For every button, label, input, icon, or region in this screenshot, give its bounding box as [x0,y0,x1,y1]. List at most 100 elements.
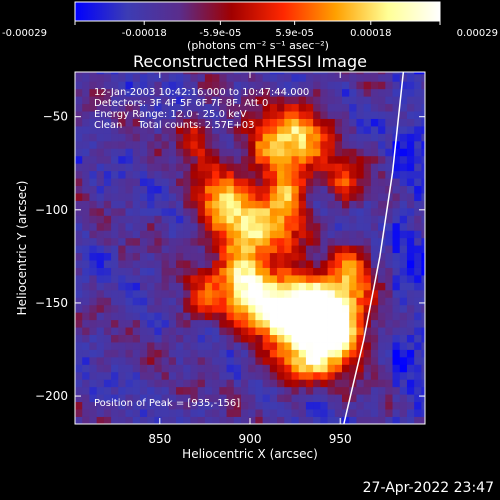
heatmap-cell [370,200,379,209]
heatmap-cell [240,200,249,209]
heatmap-cell [356,73,365,82]
heatmap-cell [363,170,372,179]
heatmap-cell [255,81,264,90]
heatmap-cell [96,312,105,321]
heatmap-cell [313,133,321,142]
heatmap-cell [406,155,415,164]
heatmap-cell [139,386,148,395]
heatmap-cell [269,178,278,187]
heatmap-cell [342,207,350,216]
heatmap-cell [421,140,425,149]
heatmap-cell [363,155,372,164]
heatmap-cell [89,260,98,268]
heatmap-cell [255,319,264,328]
heatmap-cell [262,148,271,157]
heatmap-cell [313,275,321,283]
heatmap-cell [406,334,415,343]
heatmap-cell [320,416,328,424]
heatmap-cell [248,222,256,231]
heatmap-cell [399,193,408,201]
heatmap-cell [226,394,235,403]
heatmap-cell [190,356,199,365]
heatmap-cell [96,282,105,291]
heatmap-cell [313,334,321,343]
heatmap-cell [277,275,285,283]
heatmap-cell [82,215,90,224]
heatmap-cell [248,297,256,306]
heatmap-cell [406,163,415,172]
heatmap-cell [255,118,264,127]
heatmap-cell [334,237,343,246]
heatmap-cell [139,275,148,283]
heatmap-cell [197,349,206,358]
heatmap-cell [298,73,307,82]
heatmap-cell [414,215,422,224]
heatmap-cell [385,319,393,328]
heatmap-cell [363,73,372,82]
heatmap-cell [103,140,112,149]
heatmap-cell [269,185,278,194]
heatmap-cell [378,96,386,105]
heatmap-cell [168,111,177,119]
heatmap-cell [103,319,112,328]
heatmap-cell [392,342,401,350]
heatmap-cell [255,73,264,82]
heatmap-cell [356,356,365,365]
heatmap-cell [82,275,90,283]
heatmap-cell [204,126,213,134]
heatmap-cell [197,252,206,261]
heatmap-cell [183,103,191,112]
heatmap-cell [255,148,264,157]
heatmap-cell [139,282,148,291]
solar-limb-line [343,72,405,424]
heatmap-cell [197,327,206,336]
heatmap-cell [233,185,242,194]
heatmap-cell [334,364,343,373]
heatmap-cell [168,349,177,358]
heatmap-cell [277,185,285,194]
heatmap-cell [284,394,292,403]
heatmap-cell [111,394,119,403]
heatmap-cell [342,260,350,268]
heatmap-cell [284,282,292,291]
heatmap-cell [118,289,126,298]
heatmap-cell [248,126,256,134]
heatmap-cell [277,193,285,201]
heatmap-cell [226,245,235,254]
heatmap-cell [82,88,90,97]
heatmap-cell [269,140,278,149]
heatmap-cell [370,81,379,90]
heatmap-cell [168,252,177,261]
heatmap-cell [313,111,321,119]
heatmap-cell [118,237,126,246]
heatmap-cell [284,185,292,194]
heatmap-cell [125,178,134,187]
heatmap-cell [269,416,278,424]
heatmap-cell [406,319,415,328]
heatmap-cell [75,133,83,142]
heatmap-cell [212,222,220,231]
heatmap-cell [262,327,271,336]
heatmap-cell [161,170,170,179]
heatmap-cell [125,260,134,268]
heatmap-cell [154,193,162,201]
heatmap-cell [399,275,408,283]
heatmap-cell [103,386,112,395]
heatmap-cell [233,193,242,201]
heatmap-cell [421,222,425,231]
heatmap-cell [298,133,307,142]
heatmap-cell [111,222,119,231]
heatmap-cell [183,289,191,298]
heatmap-cell [118,140,126,149]
heatmap-cell [125,73,134,82]
heatmap-cell [240,319,249,328]
heatmap-cell [291,394,300,403]
heatmap-cell [139,170,148,179]
heatmap-cell [190,319,199,328]
heatmap-cell [255,289,264,298]
heatmap-cell [305,185,314,194]
heatmap-cell [284,416,292,424]
heatmap-cell [421,319,425,328]
heatmap-cell [132,230,141,239]
heatmap-cell [161,334,170,343]
